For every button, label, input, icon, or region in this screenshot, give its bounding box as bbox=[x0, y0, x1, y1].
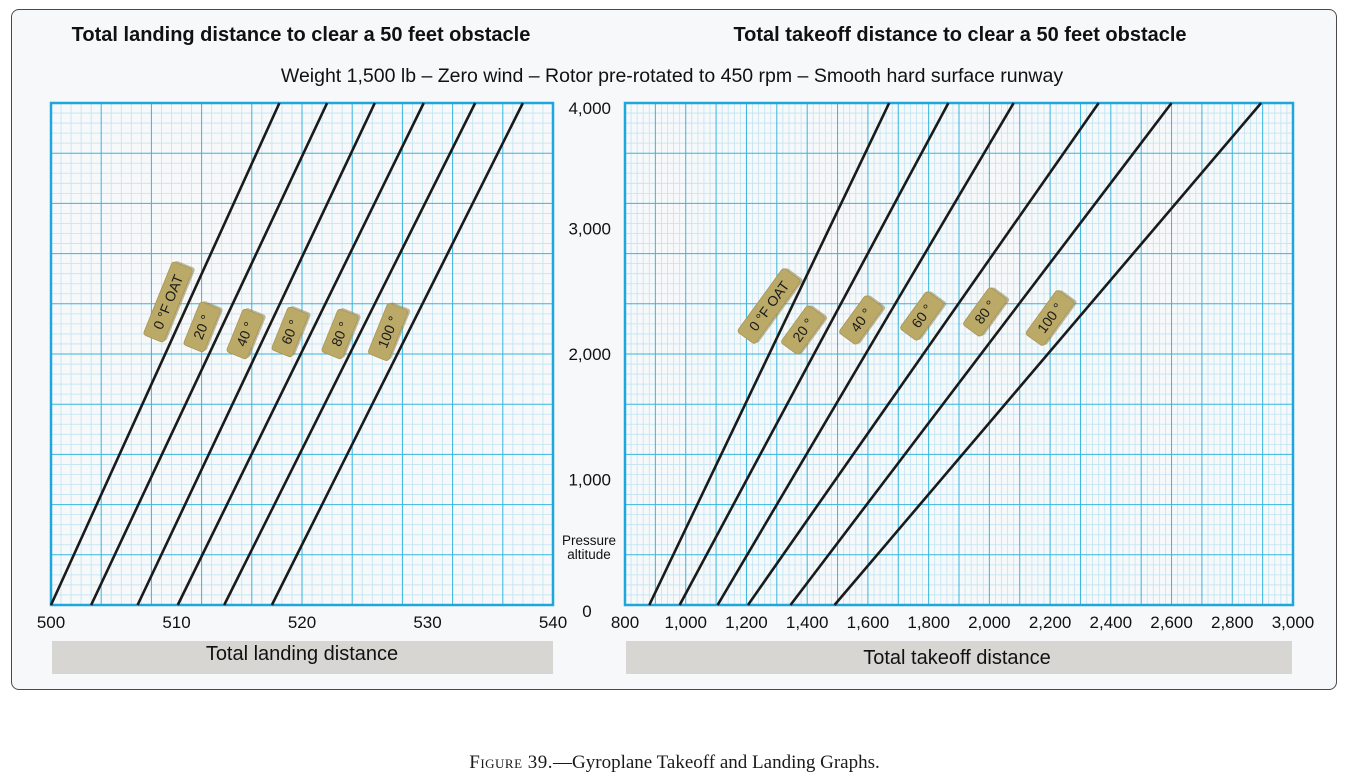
landing-series-line-4 bbox=[223, 102, 477, 606]
takeoff-x-tick-label: 2,800 bbox=[1211, 613, 1254, 632]
figure-caption: Figure 39.—Gyroplane Takeoff and Landing… bbox=[0, 752, 1349, 774]
landing-series-tag-box bbox=[226, 308, 264, 360]
takeoff-series-tag-2: 40 ° bbox=[839, 295, 886, 345]
subtitle: Weight 1,500 lb – Zero wind – Rotor pre-… bbox=[281, 65, 1063, 87]
landing-series-line-3 bbox=[176, 102, 425, 606]
takeoff-series-tag-box bbox=[839, 295, 883, 345]
landing-series-line-2 bbox=[136, 102, 376, 606]
y-tick-label: 0 bbox=[582, 602, 591, 621]
landing-series-tag-2: 40 ° bbox=[226, 308, 266, 360]
landing-x-tick-label: 520 bbox=[288, 613, 316, 632]
landing-x-tick-label: 540 bbox=[539, 613, 567, 632]
landing-xlabel-bar bbox=[52, 641, 553, 674]
takeoff-x-tick-label: 3,000 bbox=[1272, 613, 1315, 632]
takeoff-series-tag-box bbox=[781, 305, 825, 355]
landing-series-tag-box bbox=[143, 261, 193, 343]
takeoff-series-line-4 bbox=[789, 102, 1173, 606]
takeoff-series-tag-box bbox=[963, 287, 1007, 337]
y-tick-label: 3,000 bbox=[568, 220, 611, 239]
takeoff-series-line-3 bbox=[746, 102, 1100, 606]
caption-figure-number: Figure 39. bbox=[469, 752, 554, 773]
landing-series-tag-4: 80 ° bbox=[321, 308, 361, 360]
landing-series-line-1 bbox=[89, 102, 329, 606]
landing-x-tick-label: 530 bbox=[413, 613, 441, 632]
landing-xlabel: Total landing distance bbox=[206, 643, 398, 665]
takeoff-series-tag-5: 100 ° bbox=[1025, 290, 1077, 346]
takeoff-plot-border bbox=[623, 101, 1295, 607]
takeoff-series-tag-4: 80 ° bbox=[963, 287, 1010, 337]
takeoff-grid bbox=[623, 101, 1295, 607]
landing-title: Total landing distance to clear a 50 fee… bbox=[72, 24, 531, 46]
landing-series-tag-3: 60 ° bbox=[271, 306, 311, 358]
takeoff-x-tick-label: 800 bbox=[611, 613, 639, 632]
landing-series-tag-box bbox=[183, 301, 221, 353]
takeoff-series-tag-1: 20 ° bbox=[781, 305, 828, 355]
takeoff-series-line-5 bbox=[833, 102, 1263, 606]
takeoff-xlabel-bar bbox=[626, 641, 1292, 674]
y-tick-label: 1,000 bbox=[568, 471, 611, 490]
landing-series-tag-box bbox=[368, 303, 408, 361]
landing-x-tick-label: 500 bbox=[37, 613, 65, 632]
takeoff-x-tick-label: 2,200 bbox=[1029, 613, 1072, 632]
takeoff-series-line-0 bbox=[648, 102, 891, 606]
takeoff-x-tick-label: 1,600 bbox=[847, 613, 890, 632]
takeoff-x-tick-label: 1,800 bbox=[907, 613, 950, 632]
takeoff-x-tick-label: 1,400 bbox=[786, 613, 829, 632]
takeoff-xlabel: Total takeoff distance bbox=[863, 647, 1051, 669]
landing-series-tag-1: 20 ° bbox=[183, 301, 223, 353]
takeoff-x-tick-label: 2,600 bbox=[1150, 613, 1193, 632]
landing-series-tag-box bbox=[321, 308, 359, 360]
takeoff-x-tick-label: 1,200 bbox=[725, 613, 768, 632]
takeoff-series-tag-box bbox=[737, 268, 801, 344]
y-tick-label: 2,000 bbox=[568, 345, 611, 364]
takeoff-x-tick-label: 2,000 bbox=[968, 613, 1011, 632]
takeoff-x-tick-label: 2,400 bbox=[1090, 613, 1133, 632]
landing-plot-border bbox=[49, 101, 555, 607]
takeoff-series-tag-3: 60 ° bbox=[900, 291, 947, 341]
takeoff-series-line-2 bbox=[716, 102, 1015, 606]
landing-series-tag-5: 100 ° bbox=[368, 302, 411, 361]
takeoff-title: Total takeoff distance to clear a 50 fee… bbox=[733, 24, 1186, 46]
landing-series-line-5 bbox=[270, 102, 525, 606]
takeoff-series-tag-box bbox=[1025, 290, 1075, 346]
caption-text: —Gyroplane Takeoff and Landing Graphs. bbox=[553, 752, 880, 773]
y-axis-label-line1: Pressure bbox=[562, 533, 616, 548]
takeoff-series-line-1 bbox=[678, 102, 950, 606]
takeoff-x-tick-label: 1,000 bbox=[664, 613, 707, 632]
landing-series-line-0 bbox=[49, 102, 281, 606]
landing-series-tag-box bbox=[271, 306, 309, 358]
y-tick-label: 4,000 bbox=[568, 99, 611, 118]
y-axis-label-line2: altitude bbox=[567, 547, 611, 562]
takeoff-series-tag-box bbox=[900, 291, 944, 341]
landing-x-tick-label: 510 bbox=[162, 613, 190, 632]
